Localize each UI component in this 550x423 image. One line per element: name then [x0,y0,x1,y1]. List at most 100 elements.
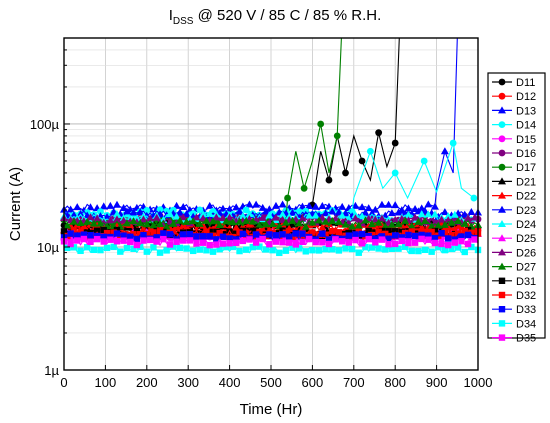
legend-item-d11: D11 [492,77,535,89]
series-marker [378,227,386,235]
series-marker [454,230,462,237]
series-marker [395,232,402,240]
legend-label: D11 [516,77,535,89]
series-marker [408,228,415,235]
series-marker [398,228,406,235]
series-marker [176,244,184,252]
series-marker [272,238,280,245]
series-marker [222,217,231,225]
series-marker [67,240,74,248]
series-marker [315,216,324,224]
series-marker [76,209,85,217]
series-marker [434,221,443,229]
series-marker [193,240,200,247]
series-marker [305,211,314,219]
series-marker [440,147,449,155]
series-marker [262,220,271,228]
series-marker [309,229,316,236]
series-marker [286,239,293,246]
series-marker [156,249,164,256]
series-marker [377,214,386,222]
series-marker [149,221,158,229]
series-marker [305,202,314,210]
series-marker [302,248,309,255]
series-marker [153,238,160,245]
series-marker [302,231,309,239]
series-marker [425,232,432,239]
series-marker [498,306,506,313]
series-marker [242,216,251,224]
series-marker [498,234,506,242]
series-marker [133,227,141,235]
legend-label: D22 [516,191,536,203]
legend-item-d34: D34 [492,318,536,330]
series-marker [498,92,506,100]
series-marker [176,233,184,241]
series-marker [308,218,317,226]
series-marker [460,219,469,227]
series-marker [130,245,137,252]
series-marker [430,210,439,218]
series-marker [451,239,459,246]
series-marker [286,233,293,240]
series-marker [193,233,200,240]
series-marker [368,231,376,239]
series-marker [189,217,198,225]
series-marker [387,220,396,228]
series-marker [180,237,187,244]
series-marker [162,222,171,230]
series-marker [454,244,462,251]
series-marker [348,208,356,215]
series-marker [391,201,400,209]
series-marker [249,233,256,241]
series-marker [292,230,300,237]
series-marker [311,202,320,210]
series-marker [182,210,191,218]
series-marker [64,244,71,252]
series-marker [391,215,400,223]
series-marker [325,240,333,248]
series-marker [299,230,306,237]
series-marker [160,235,167,243]
series-marker [301,222,310,230]
chart-title-main: I [169,7,173,24]
series-marker [205,210,214,218]
series-marker [255,221,264,229]
ticks: 0 100 200 300 400 500 600 700 800 900 1000 1µ 10µ 100… [30,37,492,390]
series-marker [150,229,157,236]
series-marker [235,217,244,225]
legend-item-d15: D15 [492,134,536,146]
series-marker [372,229,379,236]
series-marker [338,211,347,219]
series-marker [96,219,105,227]
series-marker [192,213,201,221]
series-marker [249,243,256,251]
series-marker [276,249,283,257]
series-marker [93,214,102,222]
legend-item-d22: D22 [492,191,536,203]
series-marker [368,220,377,228]
series-marker [401,216,410,224]
series-marker [242,231,250,238]
series-marker [89,219,98,227]
series-marker [120,237,127,244]
series-marker [295,245,303,252]
series-marker [464,226,472,234]
series-marker [262,232,270,240]
series-marker [219,240,227,247]
series-marker [375,129,383,137]
series-marker [454,217,463,225]
series-marker [355,228,362,236]
series-marker [392,228,399,235]
series-marker [156,228,164,235]
series-marker [186,231,194,238]
series-marker [309,246,316,254]
series-marker [334,208,343,216]
series-marker [262,207,271,215]
series-marker [288,208,297,216]
series-marker [225,205,234,213]
series-marker [358,212,367,220]
series-marker [229,233,237,241]
series-marker [398,237,406,245]
y-tick-label: 10µ [37,240,59,255]
